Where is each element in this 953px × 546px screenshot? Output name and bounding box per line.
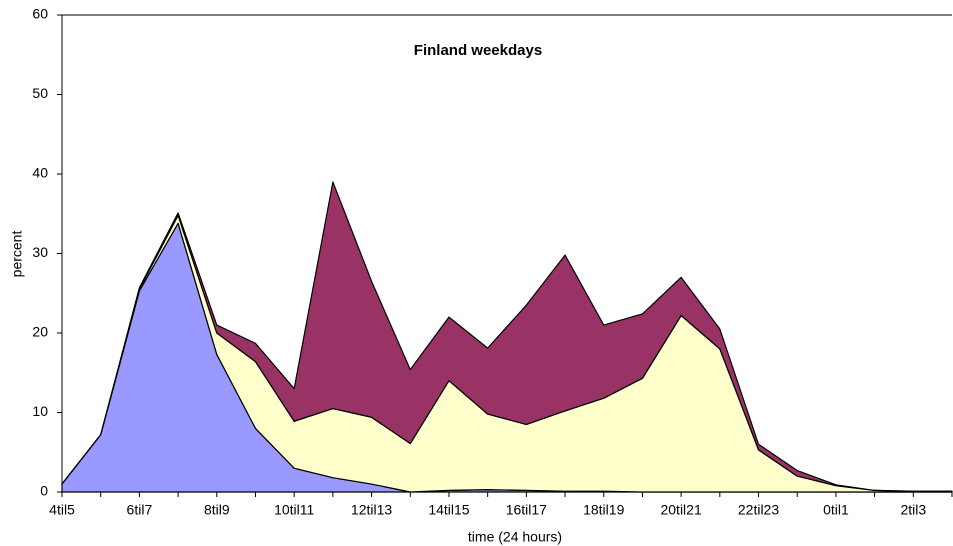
x-tick-label: 4til5: [49, 502, 75, 518]
chart-title: Finland weekdays: [414, 42, 542, 59]
y-tick-label: 60: [32, 6, 48, 22]
area: [61, 181, 953, 492]
y-tick-label: 50: [32, 85, 48, 101]
y-tick-label: 40: [32, 165, 48, 181]
x-tick-label: 12til13: [351, 502, 392, 518]
x-tick-label: 16til17: [506, 502, 547, 518]
x-tick-label: 10til11: [274, 502, 314, 518]
x-tick-label: 14til15: [428, 502, 469, 518]
x-tick-label: 8til9: [204, 502, 230, 518]
y-tick-label: 30: [32, 244, 48, 260]
x-tick-label: 18til19: [583, 502, 624, 518]
x-axis-label: time (24 hours): [468, 529, 562, 545]
y-axis-label: percent: [9, 231, 25, 278]
y-tick-label: 10: [32, 403, 48, 419]
y-tick-label: 0: [40, 483, 48, 499]
x-tick-label: 6til7: [127, 502, 153, 518]
x-tick-label: 2til3: [900, 502, 926, 518]
x-tick-label: 0til1: [823, 502, 849, 518]
x-tick-label: 22til23: [738, 502, 779, 518]
y-tick-label: 20: [32, 324, 48, 340]
x-tick-label: 20til21: [660, 502, 701, 518]
